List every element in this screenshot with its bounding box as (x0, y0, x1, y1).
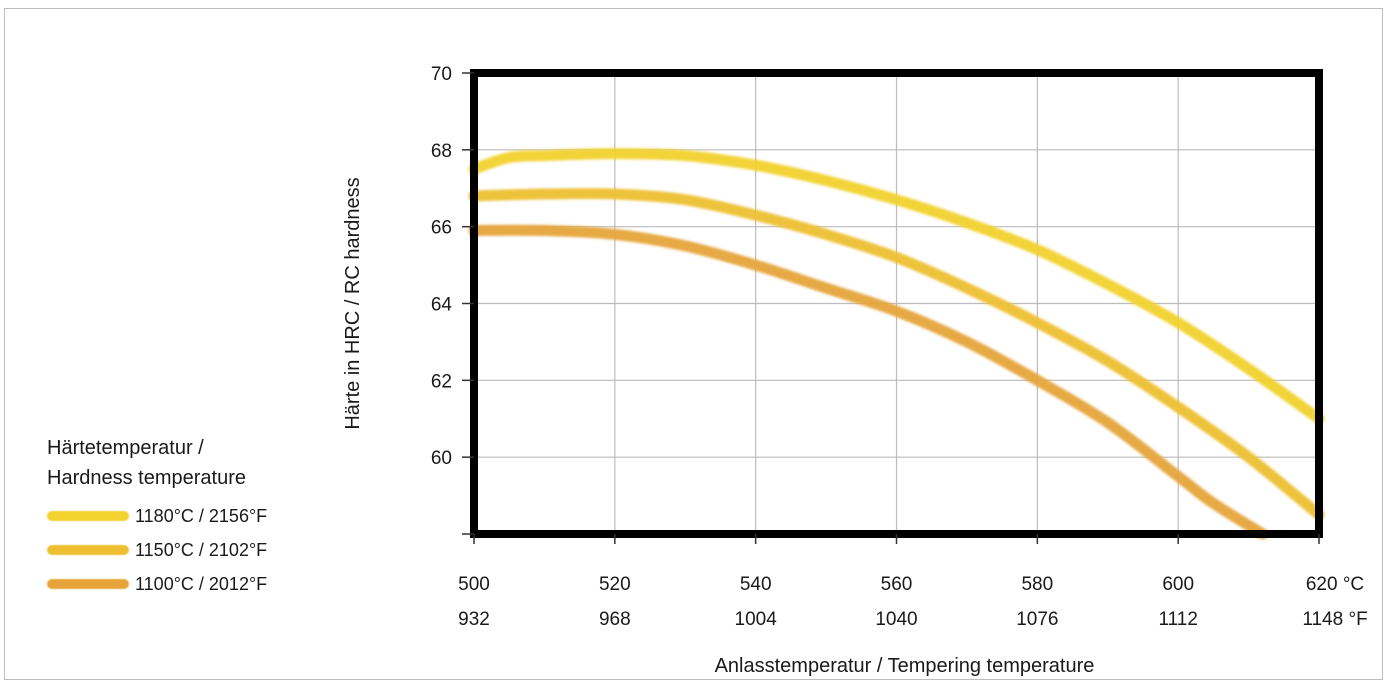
legend-swatch (47, 511, 129, 521)
x-tick-label-celsius: 500 (458, 574, 490, 595)
ticks: 500 932 520 968 540 1004 560 1040 580 1076 600 1112… (431, 64, 1368, 630)
x-tick-label-fahrenheit: 968 (599, 609, 631, 630)
x-tick-label-celsius: 600 (1162, 574, 1194, 595)
series-line-2 (468, 188, 1325, 521)
legend-item-1: 1180°C / 2156°F (47, 499, 327, 533)
hardness-chart: 500 932 520 968 540 1004 560 1040 580 1076 600 1112… (342, 64, 1368, 677)
y-tick-label: 66 (431, 218, 452, 239)
x-tick-label-celsius: 520 (599, 574, 631, 595)
legend-item-2: 1150°C / 2102°F (47, 533, 327, 567)
x-tick-label-fahrenheit: 1076 (1016, 609, 1058, 630)
x-tick-label-fahrenheit: 1040 (875, 609, 917, 630)
legend-swatch (47, 545, 129, 555)
y-tick-label: 70 (431, 64, 452, 85)
legend-label: 1150°C / 2102°F (135, 539, 268, 560)
y-tick-label: 64 (431, 295, 453, 316)
grid (473, 72, 1320, 534)
y-tick-label: 60 (431, 448, 452, 469)
x-tick-label-celsius: 560 (881, 574, 913, 595)
legend: Härtetemperatur / Hardness temperature 1… (47, 433, 327, 601)
legend-label: 1100°C / 2012°F (135, 573, 268, 594)
y-tick-label: 62 (431, 371, 452, 392)
legend-items: 1180°C / 2156°F 1150°C / 2102°F 1100°C / 2… (47, 499, 327, 601)
x-axis-title: Anlasstemperatur / Tempering temperature (715, 655, 1095, 677)
x-tick-label-fahrenheit: 932 (458, 609, 490, 630)
y-tick-label: 68 (431, 141, 452, 162)
legend-label: 1180°C / 2156°F (135, 505, 268, 526)
x-tick-label-fahrenheit: 1004 (735, 609, 778, 630)
x-tick-label-fahrenheit: 1148 °F (1302, 609, 1367, 630)
legend-title-line-1: Härtetemperatur / (47, 437, 204, 459)
legend-swatch (47, 579, 129, 589)
x-tick-label-celsius: 620 °C (1306, 574, 1364, 595)
y-axis-title: Härte in HRC / RC hardness (342, 177, 364, 429)
x-tick-label-fahrenheit: 1112 (1158, 609, 1197, 630)
series-line-1 (468, 148, 1325, 425)
series-layer (468, 148, 1325, 540)
x-tick-label-celsius: 580 (1021, 574, 1053, 595)
series-line-3 (468, 224, 1269, 540)
x-tick-label-celsius: 540 (740, 574, 772, 595)
legend-title-line-2: Hardness temperature (47, 467, 246, 489)
chart-frame: 500 932 520 968 540 1004 560 1040 580 1076 600 1112… (4, 8, 1383, 680)
legend-item-3: 1100°C / 2012°F (47, 567, 327, 601)
